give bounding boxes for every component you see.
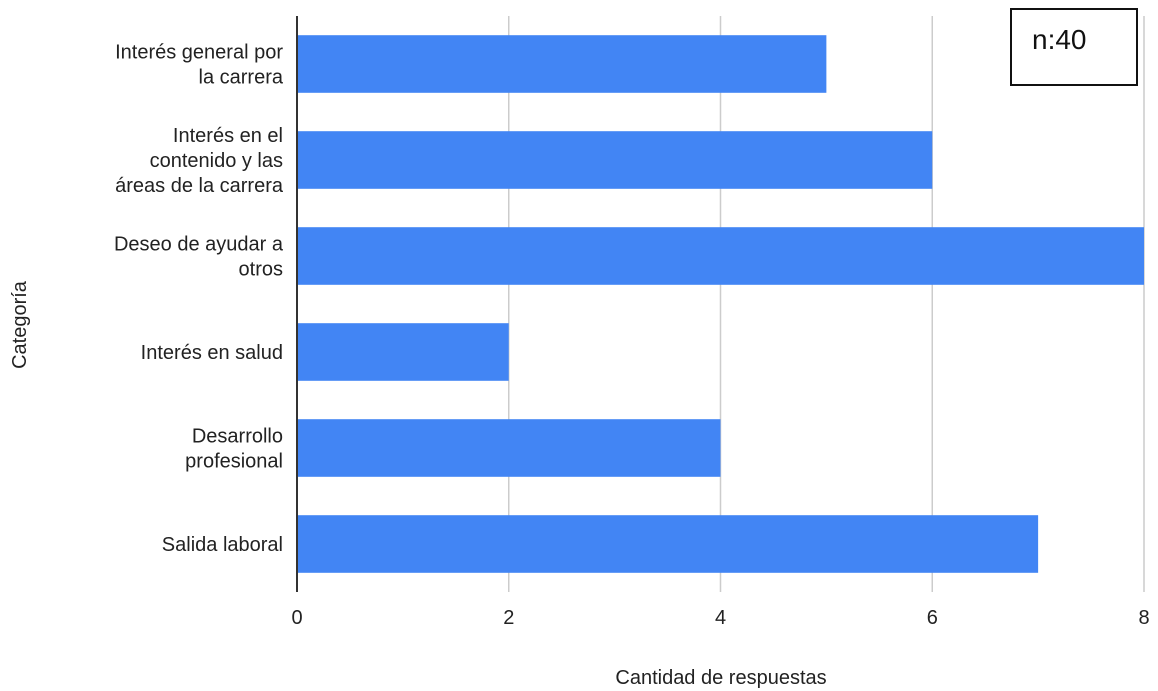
category-label-5: Salida laboral bbox=[162, 534, 283, 556]
x-tick-label-8: 8 bbox=[1138, 607, 1149, 629]
x-tick-label-6: 6 bbox=[927, 607, 938, 629]
gridlines bbox=[508, 16, 1145, 592]
y-axis-title: Categoría bbox=[9, 280, 31, 369]
category-label-4: Desarrollo profesional bbox=[185, 426, 283, 473]
x-axis-title: Cantidad de respuestas bbox=[615, 667, 826, 689]
category-labels: Interés general por la carrera Interés en … bbox=[114, 42, 284, 557]
x-tick-labels: 0 2 4 6 8 bbox=[291, 607, 1149, 629]
bar-4 bbox=[297, 419, 721, 477]
category-label-3: Interés en salud bbox=[141, 342, 283, 364]
category-label-0: Interés general por la carrera bbox=[115, 42, 284, 89]
category-label-1: Interés en el contenido y las áreas de la … bbox=[115, 125, 284, 197]
x-tick-label-0: 0 bbox=[291, 607, 302, 629]
category-label-2: Deseo de ayudar a otros bbox=[114, 234, 284, 281]
bar-1 bbox=[297, 131, 933, 189]
bar-3 bbox=[297, 323, 509, 381]
bars bbox=[297, 35, 1144, 573]
sample-size-label: n:40 bbox=[1032, 24, 1087, 55]
bar-0 bbox=[297, 35, 827, 93]
sample-size-box: n:40 bbox=[1010, 8, 1138, 86]
x-tick-label-2: 2 bbox=[503, 607, 514, 629]
bar-2 bbox=[297, 227, 1144, 285]
x-tick-label-4: 4 bbox=[715, 607, 726, 629]
bar-5 bbox=[297, 515, 1039, 573]
